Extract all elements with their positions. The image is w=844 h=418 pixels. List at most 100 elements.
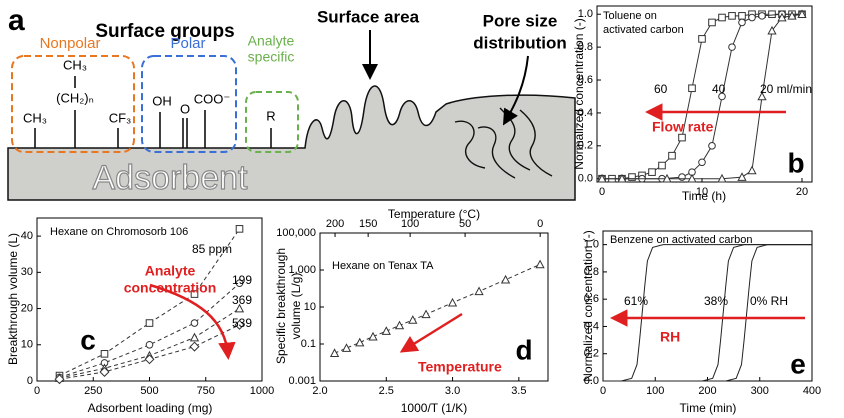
data-point	[394, 320, 405, 330]
series-line	[59, 228, 240, 377]
data-point	[678, 173, 686, 181]
series-label: 199	[232, 273, 252, 287]
x-axis-label: Time (min)	[680, 401, 737, 415]
data-point	[737, 172, 747, 181]
x-tick-label: 200	[698, 385, 716, 397]
data-point	[447, 297, 458, 307]
series-label: 40	[712, 82, 726, 96]
group-box	[245, 91, 299, 153]
data-point	[718, 13, 726, 22]
x-tick-label: 750	[197, 385, 215, 397]
x2-tick-label: 100	[401, 218, 419, 230]
heading: Surface area	[317, 7, 420, 26]
x-tick-label: 250	[84, 385, 102, 397]
data-point	[421, 309, 431, 319]
x-axis-label: Time (h)	[682, 189, 726, 203]
chem-group: CH₃	[63, 57, 87, 72]
data-point	[100, 350, 109, 358]
data-point	[747, 165, 757, 175]
x-tick-label: 20	[796, 186, 808, 198]
data-point	[54, 374, 65, 385]
x-tick-label: 3.5	[511, 385, 526, 397]
y-axis-label: Specific breakthrough	[274, 248, 288, 364]
group-box	[11, 55, 135, 153]
arrow	[149, 283, 236, 360]
x2-tick-label: 0	[537, 218, 543, 230]
x-tick-label: 10	[696, 186, 708, 198]
series-line	[603, 244, 812, 382]
group-label: specific	[248, 49, 295, 65]
series-label: 369	[232, 293, 252, 307]
data-point	[145, 340, 154, 349]
x2-tick-label: 200	[326, 218, 344, 230]
y-tick-label: 0.8	[584, 266, 599, 278]
data-point	[662, 173, 672, 183]
x-tick-label: 2.5	[379, 385, 394, 397]
arrow-label: concentration	[124, 280, 217, 296]
annotation: activated carbon	[603, 24, 684, 36]
y-tick-label: 0	[27, 375, 33, 387]
group-label: Nonpolar	[40, 35, 101, 52]
y-tick-label: 0.2	[584, 348, 599, 360]
data-point	[717, 173, 727, 183]
pores	[454, 107, 553, 179]
x-tick-label: 300	[751, 385, 769, 397]
chem-group: CH₃	[23, 110, 47, 125]
x-tick-label: 2.0	[312, 385, 327, 397]
series-line	[59, 282, 240, 378]
data-point	[757, 91, 767, 101]
chem-group: COO⁻	[194, 91, 230, 106]
y-axis-label: Normalized concentration (-)	[581, 230, 595, 381]
arrow-label: Flow rate	[652, 119, 714, 135]
heading: distribution	[473, 33, 566, 52]
y-tick-label: 0.001	[288, 375, 316, 387]
chem-group: O	[180, 101, 190, 116]
y-axis-label: Normalized concentration (-)	[572, 18, 586, 169]
data-point	[190, 319, 199, 327]
data-point	[698, 35, 706, 43]
y-tick-label: 10	[21, 339, 33, 351]
annotation: Toluene on	[603, 10, 657, 22]
data-point	[797, 9, 807, 19]
data-point	[728, 12, 736, 20]
data-point	[145, 319, 154, 327]
series-label: 60	[654, 82, 668, 96]
panel-letter: d	[515, 334, 532, 365]
y-tick-label: 0.4	[578, 107, 593, 119]
series-line	[603, 244, 812, 382]
series-label: 20 ml/min	[760, 82, 812, 96]
data-point	[234, 303, 245, 313]
data-point	[144, 354, 155, 365]
group-label: Analyte	[248, 33, 295, 49]
data-point	[688, 84, 696, 93]
data-point	[500, 274, 511, 284]
data-point	[597, 173, 607, 183]
data-point	[341, 343, 352, 352]
group-box	[141, 55, 237, 153]
x-tick-label: 0	[600, 385, 606, 397]
x-tick-label: 400	[803, 385, 821, 397]
data-point	[777, 12, 787, 22]
heading: Surface groups	[95, 21, 234, 42]
x-tick-label: 100	[646, 385, 664, 397]
series-label: 0% RH	[750, 294, 788, 308]
x2-tick-label: 150	[359, 218, 377, 230]
y-axis-label: volume (L/g)	[289, 273, 303, 340]
data-point	[329, 348, 340, 357]
y-tick-label: 0.6	[584, 293, 599, 305]
panel-a: a Surface groups Surface area Pore size …	[7, 4, 576, 201]
arrow-label: RH	[660, 329, 680, 345]
y-tick-label: 0.2	[578, 140, 593, 152]
arrow-label: Analyte	[145, 263, 196, 279]
series-label: 61%	[624, 294, 648, 308]
y-tick-label: 0.0	[584, 375, 599, 387]
y-tick-label: 1,000	[288, 264, 316, 276]
data-point	[668, 151, 676, 160]
x2-axis-label: Temperature (°C)	[388, 207, 480, 221]
arrow-label: Temperature	[418, 359, 502, 375]
data-point	[189, 341, 200, 352]
data-point	[708, 142, 716, 150]
arrow	[399, 312, 463, 353]
annotation: Hexane on Tenax TA	[332, 260, 434, 272]
